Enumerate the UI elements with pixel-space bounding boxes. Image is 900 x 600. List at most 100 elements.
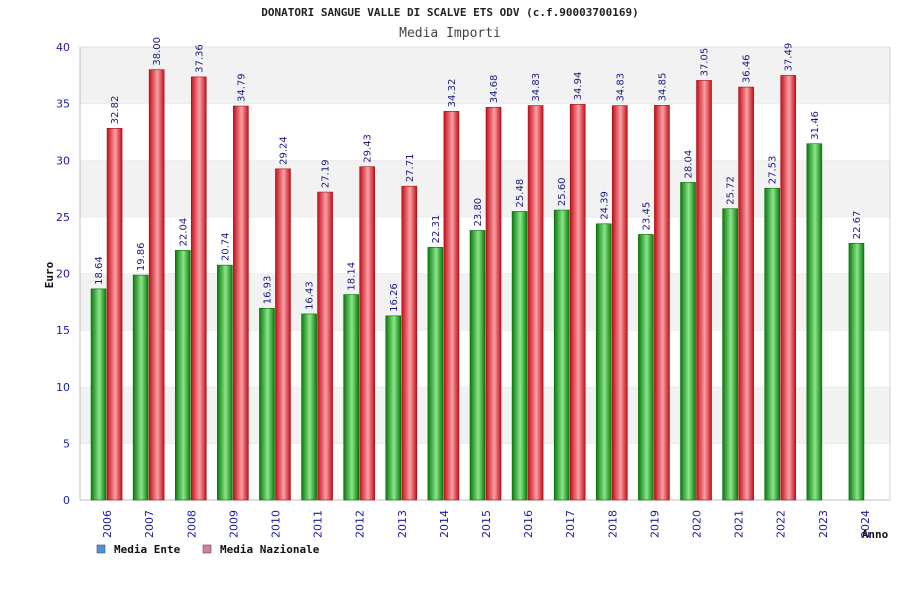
- legend-swatch: [202, 544, 212, 554]
- data-label: 38.00: [152, 37, 163, 66]
- bar-media-nazionale: [190, 76, 207, 501]
- data-label: 22.04: [178, 218, 189, 247]
- bar-media-ente: [90, 288, 107, 501]
- bar-media-ente: [806, 143, 823, 501]
- bar-media-nazionale: [485, 106, 502, 501]
- data-label: 22.67: [852, 211, 863, 240]
- data-label: 34.83: [531, 73, 542, 102]
- data-label: 34.85: [657, 73, 668, 102]
- data-label: 34.79: [236, 73, 247, 102]
- data-label: 28.04: [684, 150, 695, 179]
- data-label: 20.74: [220, 232, 231, 261]
- bar-media-ente: [217, 264, 233, 501]
- data-label: 29.24: [278, 136, 289, 165]
- bar-media-nazionale: [317, 191, 333, 501]
- y-tick-label: 35: [56, 98, 70, 111]
- chart-subtitle: Media Importi: [399, 26, 501, 41]
- bar-media-nazionale: [359, 166, 375, 501]
- legend-label: Media Ente: [114, 543, 181, 556]
- x-tick-label: 2014: [438, 510, 451, 538]
- data-label: 16.93: [262, 276, 273, 305]
- bar-media-ente: [259, 307, 275, 501]
- x-tick-label: 2024: [859, 510, 872, 538]
- bar-media-nazionale: [696, 80, 712, 501]
- x-tick-label: 2007: [143, 510, 156, 538]
- x-tick-label: 2010: [269, 510, 282, 538]
- legend-swatch: [96, 544, 106, 554]
- bar-media-nazionale: [780, 75, 797, 501]
- bar-media-nazionale: [612, 105, 628, 501]
- x-tick-label: 2023: [817, 510, 830, 538]
- plot-area: 0 5 10 15 20 25 30 35 40 2006 18.64 32.82 2007 19.86 3…: [56, 37, 891, 538]
- bar-media-nazionale: [443, 111, 460, 501]
- bar-media-ente: [511, 211, 528, 501]
- bar-media-ente: [638, 234, 654, 501]
- bar-media-nazionale: [148, 69, 165, 501]
- data-label: 16.43: [305, 281, 316, 310]
- x-tick-label: 2008: [185, 510, 198, 538]
- data-label: 31.46: [810, 111, 821, 140]
- grid-band: [80, 160, 890, 217]
- data-label: 37.36: [194, 44, 205, 73]
- data-label: 34.83: [615, 73, 626, 102]
- data-label: 18.14: [347, 262, 358, 291]
- y-tick-label: 25: [56, 211, 70, 224]
- x-tick-label: 2022: [775, 510, 788, 538]
- data-label: 16.26: [389, 283, 400, 312]
- data-label: 37.05: [700, 48, 711, 77]
- bar-media-ente: [848, 242, 865, 501]
- bar-media-ente: [680, 182, 696, 501]
- bar-media-nazionale: [527, 105, 544, 501]
- x-tick-label: 2011: [312, 510, 325, 538]
- x-tick-label: 2019: [648, 510, 661, 538]
- bar-media-nazionale: [275, 168, 291, 501]
- grid-band: [80, 47, 890, 104]
- data-label: 36.46: [742, 54, 753, 83]
- y-tick-label: 10: [56, 381, 70, 394]
- data-label: 23.45: [641, 202, 652, 231]
- data-label: 22.31: [431, 215, 442, 244]
- bar-media-ente: [343, 294, 359, 501]
- bar-media-ente: [174, 250, 191, 501]
- legend: Media Ente Media Nazionale: [96, 543, 320, 556]
- y-tick-label: 30: [56, 154, 70, 167]
- x-tick-label: 2013: [396, 510, 409, 538]
- data-label: 23.80: [473, 198, 484, 227]
- bar-media-ente: [722, 208, 738, 501]
- grid-band: [80, 103, 890, 161]
- chart-title: DONATORI SANGUE VALLE DI SCALVE ETS ODV …: [261, 6, 639, 19]
- x-tick-label: 2009: [227, 510, 240, 538]
- bar-media-ente: [469, 230, 486, 501]
- data-label: 32.82: [110, 96, 121, 125]
- x-tick-label: 2015: [480, 510, 493, 538]
- y-tick-label: 0: [63, 494, 70, 507]
- y-tick-label: 5: [63, 437, 70, 450]
- data-label: 19.86: [136, 242, 147, 271]
- x-tick-label: 2021: [733, 510, 746, 538]
- data-label: 18.64: [94, 256, 105, 285]
- data-label: 34.32: [447, 79, 458, 108]
- bar-media-ente: [596, 223, 612, 501]
- x-axis-label: Anno: [862, 528, 889, 541]
- bar-media-nazionale: [106, 128, 123, 501]
- bar-media-ente: [301, 313, 317, 501]
- bar-media-ente: [132, 274, 149, 501]
- x-tick-label: 2017: [564, 510, 577, 538]
- y-tick-label: 20: [56, 268, 70, 281]
- bar-media-ente: [385, 315, 402, 501]
- bar-media-nazionale: [738, 86, 754, 501]
- bar-media-ente: [553, 209, 570, 501]
- x-tick-label: 2018: [606, 510, 619, 538]
- data-label: 24.39: [599, 191, 610, 220]
- bar-media-nazionale: [401, 185, 418, 501]
- x-tick-label: 2012: [354, 510, 367, 538]
- data-label: 25.72: [726, 176, 737, 205]
- data-label: 27.19: [321, 159, 332, 188]
- bar-media-ente: [427, 247, 444, 501]
- x-tick-label: 2006: [101, 510, 114, 538]
- y-tick-label: 15: [56, 324, 70, 337]
- data-label: 25.48: [515, 179, 526, 208]
- y-axis-label: Euro: [43, 261, 56, 288]
- data-label: 27.71: [405, 154, 416, 183]
